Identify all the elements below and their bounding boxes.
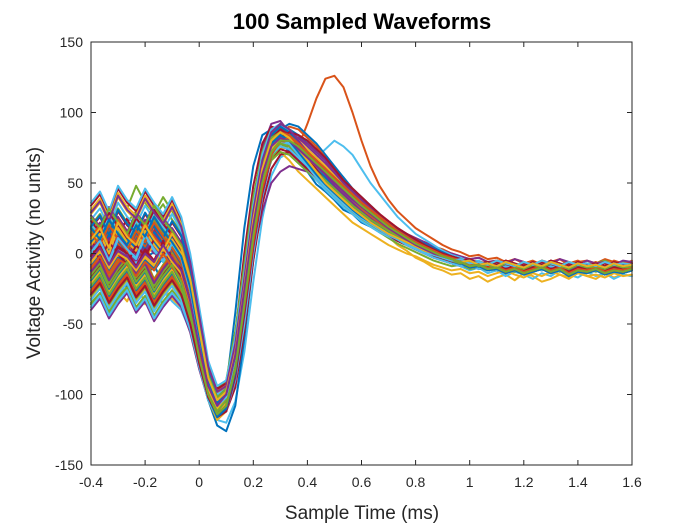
waveform-series-line	[90, 131, 633, 402]
x-tick-label: 0.2	[244, 474, 264, 490]
tick-layer: -0.4 -0.2 0 0.2 0.4 0.6 0.8 1 1.2 1.4 1.6 150 100 50 0…	[55, 34, 642, 490]
y-tick-label: 150	[60, 34, 84, 50]
x-tick-label: 1.4	[568, 474, 588, 490]
y-tick-label: -150	[55, 457, 83, 473]
x-axis-label: Sample Time (ms)	[285, 503, 439, 524]
waveform-series-line	[90, 139, 633, 416]
y-tick-label: 0	[75, 246, 83, 262]
x-tick-label: 1.6	[622, 474, 642, 490]
x-tick-label: 0.4	[298, 474, 318, 490]
series-layer	[90, 74, 633, 433]
y-axis-label: Voltage Activity (no units)	[24, 147, 45, 359]
x-tick-label: 0.8	[406, 474, 426, 490]
x-tick-label: 0	[195, 474, 203, 490]
y-tick-label: 50	[67, 175, 83, 191]
y-tick-label: 100	[60, 105, 84, 121]
x-tick-label: 1	[466, 474, 474, 490]
x-tick-label: -0.2	[133, 474, 157, 490]
y-tick-label: -50	[63, 316, 83, 332]
x-tick-label: 0.6	[352, 474, 372, 490]
y-tick-label: -100	[55, 387, 83, 403]
chart-title: 100 Sampled Waveforms	[233, 9, 491, 34]
x-tick-label: -0.4	[79, 474, 103, 490]
x-tick-label: 1.2	[514, 474, 534, 490]
